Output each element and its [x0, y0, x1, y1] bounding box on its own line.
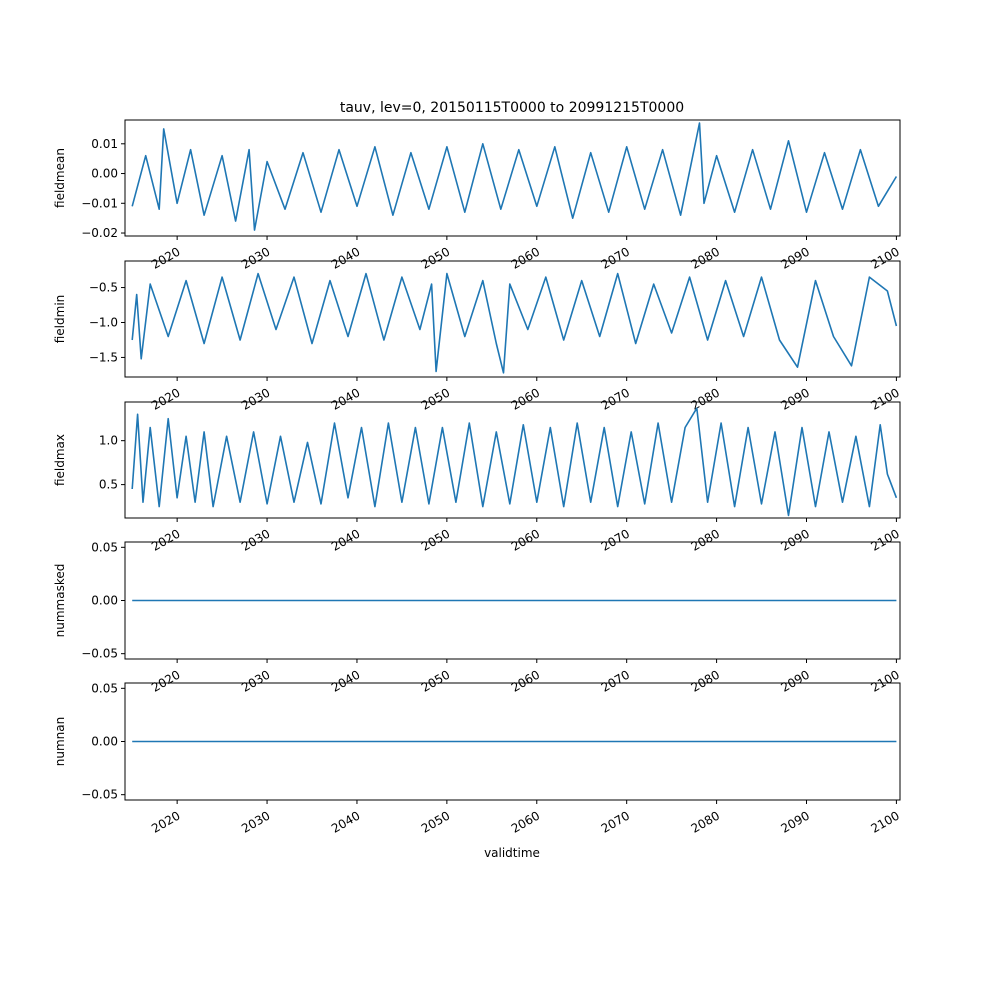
- numnan-x-tick-label: 2050: [419, 808, 452, 835]
- fieldmax-series-line: [131, 407, 898, 517]
- fieldmean-x-tick-label: 2040: [329, 244, 362, 271]
- subplot-fieldmin: −0.5 −1.0 −1.5 2020 2030 2040 2050 2060 2070 2080…: [53, 260, 902, 413]
- nummasked-x-tick-label: 2100: [868, 667, 901, 694]
- fieldmin-x-tick-label: 2020: [149, 385, 182, 412]
- subplot-nummasked: 0.05 0.00 −0.05 2020 2030 2040 2050 2060 2070 208…: [53, 540, 902, 695]
- numnan-y-axis-label: numnan: [53, 717, 67, 766]
- numnan-y-tick-label: 0.05: [91, 681, 118, 695]
- fieldmax-x-tick-label: 2100: [868, 526, 901, 553]
- fieldmean-x-tick-label: 2100: [868, 244, 901, 271]
- nummasked-x-tick-label: 2070: [599, 667, 632, 694]
- nummasked-x-tick-label: 2080: [689, 667, 722, 694]
- numnan-x-tick-label: 2060: [509, 808, 542, 835]
- numnan-y-tick-label: 0.00: [91, 735, 118, 749]
- numnan-x-tick-label: 2080: [689, 808, 722, 835]
- nummasked-x-tick-label: 2020: [149, 667, 182, 694]
- subplot-fieldmax: 1.0 0.5 2020 2030 2040 2050 2060 2070 2080 2090 21…: [53, 401, 902, 554]
- nummasked-y-tick-label: 0.00: [91, 594, 118, 608]
- fieldmax-x-tick-label: 2080: [689, 526, 722, 553]
- fieldmin-y-tick-label: −1.0: [89, 315, 118, 329]
- numnan-x-tick-label: 2030: [239, 808, 272, 835]
- nummasked-x-tick-label: 2090: [779, 667, 812, 694]
- fieldmax-y-tick-label: 0.5: [99, 478, 118, 492]
- numnan-x-tick-label: 2090: [779, 808, 812, 835]
- fieldmax-x-tick-label: 2060: [509, 526, 542, 553]
- fieldmean-x-tick-label: 2020: [149, 244, 182, 271]
- fieldmean-y-tick-label: 0.01: [91, 137, 118, 151]
- fieldmin-y-axis-label: fieldmin: [53, 295, 67, 344]
- fieldmean-x-tick-label: 2030: [239, 244, 272, 271]
- fieldmean-series-line: [131, 122, 898, 231]
- fieldmean-x-tick-label: 2050: [419, 244, 452, 271]
- fieldmin-axes-frame: [124, 260, 901, 378]
- numnan-x-tick-label: 2040: [329, 808, 362, 835]
- fieldmax-y-tick-label: 1.0: [99, 434, 118, 448]
- numnan-x-tick-label: 2100: [868, 808, 901, 835]
- fieldmean-x-tick-label: 2090: [779, 244, 812, 271]
- subplot-stack: 0.01 0.00 −0.01 −0.02 2020 2030 2040 2050 2060 20…: [53, 119, 902, 836]
- fieldmean-x-tick-label: 2070: [599, 244, 632, 271]
- nummasked-y-tick-label: 0.05: [91, 540, 118, 554]
- fieldmin-x-tick-label: 2080: [689, 385, 722, 412]
- fieldmin-x-tick-label: 2030: [239, 385, 272, 412]
- numnan-x-tick-label: 2070: [599, 808, 632, 835]
- fieldmean-x-tick-label: 2080: [689, 244, 722, 271]
- subplot-numnan: 0.05 0.00 −0.05 2020 2030 2040 2050 2060 2070 208…: [53, 681, 902, 836]
- nummasked-x-tick-label: 2040: [329, 667, 362, 694]
- nummasked-x-tick-label: 2060: [509, 667, 542, 694]
- fieldmean-y-axis-label: fieldmean: [53, 148, 67, 208]
- fieldmin-x-tick-label: 2060: [509, 385, 542, 412]
- fieldmin-x-tick-label: 2040: [329, 385, 362, 412]
- chart-title: tauv, lev=0, 20150115T0000 to 20991215T0…: [340, 100, 684, 116]
- nummasked-y-tick-label: −0.05: [81, 647, 118, 661]
- fieldmin-x-tick-label: 2100: [868, 385, 901, 412]
- fieldmean-y-tick-label: −0.01: [81, 196, 118, 210]
- fieldmax-y-axis-label: fieldmax: [53, 434, 67, 486]
- fieldmean-axes-frame: [124, 119, 901, 237]
- nummasked-y-axis-label: nummasked: [53, 564, 67, 638]
- numnan-x-tick-label: 2020: [149, 808, 182, 835]
- fieldmean-x-tick-label: 2060: [509, 244, 542, 271]
- fieldmin-y-tick-label: −0.5: [89, 281, 118, 295]
- fieldmax-axes-frame: [124, 401, 901, 519]
- fieldmax-x-tick-label: 2090: [779, 526, 812, 553]
- fieldmax-x-tick-label: 2020: [149, 526, 182, 553]
- nummasked-x-tick-label: 2030: [239, 667, 272, 694]
- fieldmax-x-tick-label: 2030: [239, 526, 272, 553]
- fieldmax-x-tick-label: 2040: [329, 526, 362, 553]
- nummasked-x-tick-label: 2050: [419, 667, 452, 694]
- x-axis-label: validtime: [484, 846, 540, 860]
- fieldmax-x-tick-label: 2050: [419, 526, 452, 553]
- fieldmin-series-line: [131, 272, 898, 374]
- numnan-y-tick-label: −0.05: [81, 788, 118, 802]
- subplot-fieldmean: 0.01 0.00 −0.01 −0.02 2020 2030 2040 2050 2060 20…: [53, 119, 902, 272]
- fieldmin-x-tick-label: 2050: [419, 385, 452, 412]
- fieldmean-y-tick-label: −0.02: [81, 226, 118, 240]
- fieldmin-x-tick-label: 2070: [599, 385, 632, 412]
- fieldmean-y-tick-label: 0.00: [91, 167, 118, 181]
- fieldmin-x-tick-label: 2090: [779, 385, 812, 412]
- fieldmax-x-tick-label: 2070: [599, 526, 632, 553]
- fieldmin-y-tick-label: −1.5: [89, 350, 118, 364]
